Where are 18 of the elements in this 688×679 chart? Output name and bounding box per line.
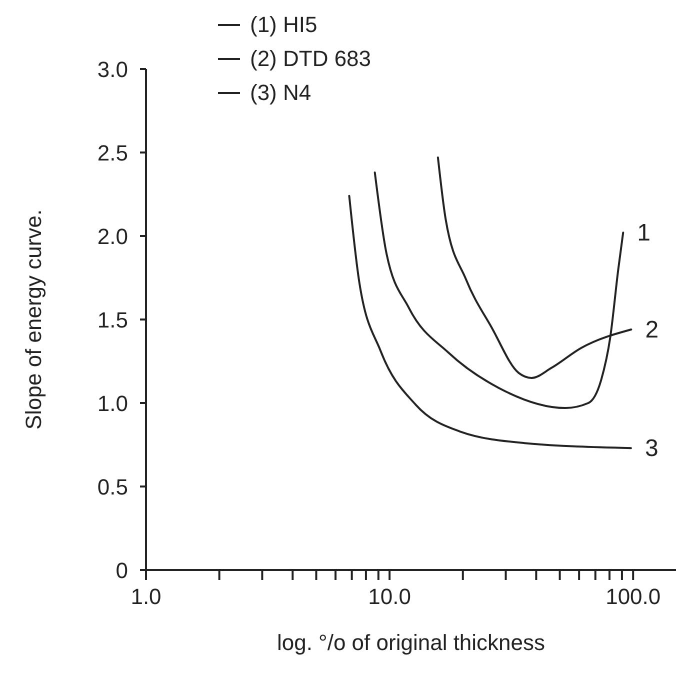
y-tick-label: 0.5	[97, 474, 128, 500]
x-axis-title: log. °/o of original thickness	[276, 630, 546, 655]
x-tick-label: 1.0	[130, 584, 162, 609]
annotation: 3	[644, 435, 658, 462]
y-tick-label: 0	[116, 558, 128, 583]
x-tick-label: 10.0	[368, 584, 411, 609]
y-tick-label: 2.5	[97, 140, 128, 166]
legend-label: (1) HI5	[250, 11, 318, 39]
legend-label: (3) N4	[250, 79, 312, 107]
x-tick-label: 100.0	[606, 584, 661, 609]
annotation: 2	[645, 316, 659, 344]
y-tick-label: 1.0	[97, 391, 128, 416]
y-tick-label: 3.0	[97, 57, 128, 82]
y-axis-title: Slope of energy curve.	[20, 209, 46, 430]
legend-label: (2) DTD 683	[250, 45, 372, 73]
annotation: 1	[637, 220, 650, 247]
y-tick-label: 2.0	[97, 224, 128, 249]
y-tick-label: 1.5	[97, 308, 128, 332]
